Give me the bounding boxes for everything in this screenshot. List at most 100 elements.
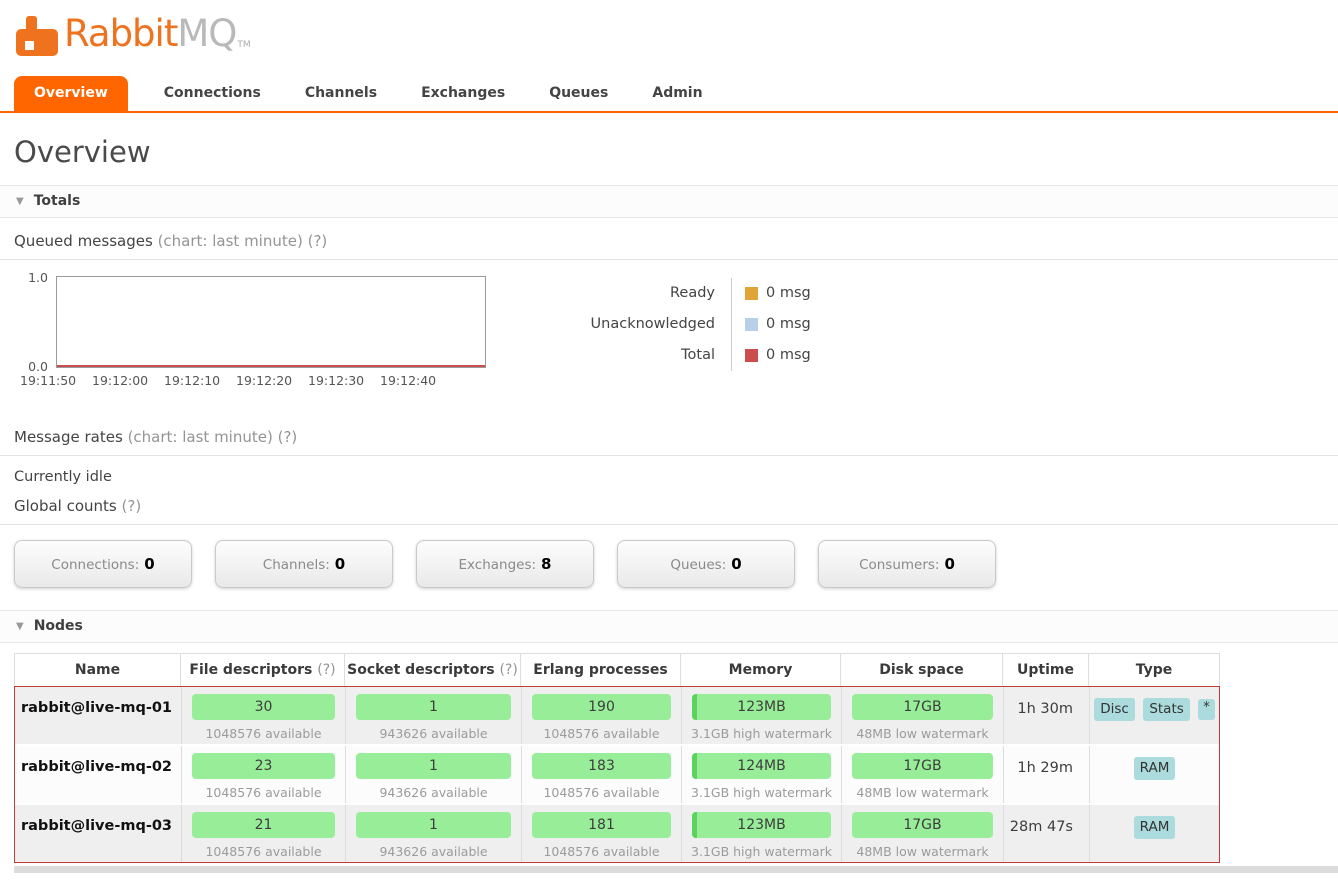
collapse-arrow-icon: ▼	[16, 195, 24, 207]
count-queues-button[interactable]: Queues: 0	[617, 540, 795, 588]
tab-admin[interactable]: Admin	[652, 85, 703, 101]
count-label: Channels:	[262, 557, 330, 573]
rabbitmq-logo[interactable]: Rabbit MQ TM	[14, 10, 354, 60]
tab-channels[interactable]: Channels	[304, 85, 378, 101]
usage-bar: 30	[192, 694, 335, 720]
queued-messages-title: Queued messages	[14, 232, 153, 250]
y-axis-max-label: 1.0	[28, 270, 48, 285]
global-counts-header: Global counts (?)	[0, 485, 1338, 525]
count-value: 0	[731, 555, 742, 573]
usage-bar: 1	[356, 812, 511, 838]
message-rates-header: Message rates (chart: last minute) (?)	[0, 414, 1338, 456]
col-header-disk-space: Disk space	[841, 653, 1003, 686]
x-tick: 19:12:10	[164, 373, 221, 388]
usage-bar: 183	[532, 753, 671, 779]
chart-period-link[interactable]: (chart: last minute)	[157, 232, 303, 250]
x-tick: 19:12:20	[236, 373, 293, 388]
legend-value: 0 msg	[731, 340, 851, 371]
count-value: 8	[541, 555, 552, 573]
node-type-badge-ram: RAM	[1133, 757, 1176, 780]
watermark-note: 48MB low watermark	[856, 844, 989, 859]
usage-bar: 190	[532, 694, 671, 720]
node-row-1[interactable]: rabbit@live-mq-01 30 1048576 available 1…	[15, 687, 1219, 744]
available-note: 943626 available	[379, 785, 488, 800]
col-header-memory: Memory	[681, 653, 841, 686]
x-tick: 19:12:00	[92, 373, 149, 388]
count-exchanges-button[interactable]: Exchanges: 8	[416, 540, 594, 588]
message-rates-title: Message rates	[14, 428, 123, 446]
help-link[interactable]: (?)	[499, 662, 518, 678]
usage-bar: 123MB	[692, 812, 831, 838]
available-note: 1048576 available	[205, 785, 322, 800]
nodes-section-label: Nodes	[33, 618, 83, 634]
node-type-badge-disc: Disc	[1094, 698, 1135, 721]
col-header-uptime: Uptime	[1003, 653, 1089, 686]
legend-row-ready: Ready 0 msg	[526, 278, 851, 309]
nodes-section-header[interactable]: ▼ Nodes	[0, 610, 1338, 643]
nodes-table: Name File descriptors (?) Socket descrip…	[14, 653, 1220, 863]
node-type-cell: RAM	[1089, 746, 1219, 803]
node-type-cell: Disc Stats *	[1089, 687, 1219, 744]
available-note: 1048576 available	[205, 726, 322, 741]
logo-trademark: TM	[237, 40, 251, 50]
count-value: 0	[944, 555, 955, 573]
col-header-erlang-processes: Erlang processes	[521, 653, 681, 686]
totals-section-header[interactable]: ▼ Totals	[0, 185, 1338, 218]
node-name: rabbit@live-mq-01	[21, 700, 173, 716]
used-segment	[692, 753, 697, 779]
usage-bar: 181	[532, 812, 671, 838]
count-label: Queues:	[670, 557, 727, 573]
memory-cell: 124MB 3.1GB high watermark	[681, 746, 841, 803]
message-rates-help-link[interactable]: (?)	[277, 428, 298, 446]
file-descriptors-cell: 21 1048576 available	[181, 805, 345, 862]
legend-count: 0 msg	[766, 285, 811, 301]
node-row-2[interactable]: rabbit@live-mq-02 23 1048576 available 1…	[15, 744, 1219, 803]
disk-space-cell: 17GB 48MB low watermark	[841, 746, 1003, 803]
used-segment	[692, 812, 697, 838]
available-note: 1048576 available	[543, 844, 660, 859]
legend-row-total: Total 0 msg	[526, 340, 851, 371]
legend-swatch-unacknowledged	[745, 317, 758, 331]
chart-plot-area	[56, 276, 486, 368]
legend-count: 0 msg	[766, 347, 811, 363]
tab-overview[interactable]: Overview	[14, 76, 128, 111]
tab-queues[interactable]: Queues	[549, 85, 609, 101]
count-channels-button[interactable]: Channels: 0	[215, 540, 393, 588]
watermark-note: 3.1GB high watermark	[691, 785, 832, 800]
nodes-table-body: rabbit@live-mq-01 30 1048576 available 1…	[14, 686, 1220, 863]
x-axis-ticks: 19:11:50 19:12:00 19:12:10 19:12:20 19:1…	[20, 373, 486, 388]
available-note: 943626 available	[379, 726, 488, 741]
count-connections-button[interactable]: Connections: 0	[14, 540, 192, 588]
count-consumers-button[interactable]: Consumers: 0	[818, 540, 996, 588]
file-descriptors-cell: 23 1048576 available	[181, 746, 345, 803]
count-label: Exchanges:	[458, 557, 537, 573]
available-note: 943626 available	[379, 844, 488, 859]
socket-descriptors-cell: 1 943626 available	[345, 805, 521, 862]
queued-messages-chart-row: 1.0 0.0 19:11:50 19:12:00 19:12:10 19:12…	[18, 270, 1338, 388]
global-counts-title: Global counts	[14, 497, 117, 515]
legend-swatch-total	[745, 348, 758, 362]
node-type-cell: RAM	[1089, 805, 1219, 862]
count-value: 0	[334, 555, 346, 573]
collapse-arrow-icon: ▼	[16, 620, 24, 632]
disk-space-cell: 17GB 48MB low watermark	[841, 687, 1003, 744]
main-nav: Overview Connections Channels Exchanges …	[0, 76, 1338, 113]
tab-connections[interactable]: Connections	[163, 85, 261, 101]
logo-text-rabbit: Rabbit	[64, 12, 178, 55]
count-value: 0	[144, 555, 155, 573]
socket-descriptors-cell: 1 943626 available	[345, 687, 521, 744]
uptime-cell: 1h 30m	[1003, 687, 1089, 744]
tab-exchanges[interactable]: Exchanges	[421, 85, 506, 101]
legend-row-unacknowledged: Unacknowledged 0 msg	[526, 309, 851, 340]
queued-messages-help-link[interactable]: (?)	[307, 232, 328, 250]
help-link[interactable]: (?)	[317, 662, 336, 678]
usage-bar: 1	[356, 694, 511, 720]
global-counts-help-link[interactable]: (?)	[121, 497, 142, 515]
chart-period-link[interactable]: (chart: last minute)	[127, 428, 273, 446]
watermark-note: 48MB low watermark	[856, 785, 989, 800]
legend-value: 0 msg	[731, 278, 851, 309]
usage-bar: 17GB	[852, 812, 993, 838]
memory-cell: 123MB 3.1GB high watermark	[681, 687, 841, 744]
legend-value: 0 msg	[731, 309, 851, 340]
node-row-3[interactable]: rabbit@live-mq-03 21 1048576 available 1…	[15, 803, 1219, 862]
